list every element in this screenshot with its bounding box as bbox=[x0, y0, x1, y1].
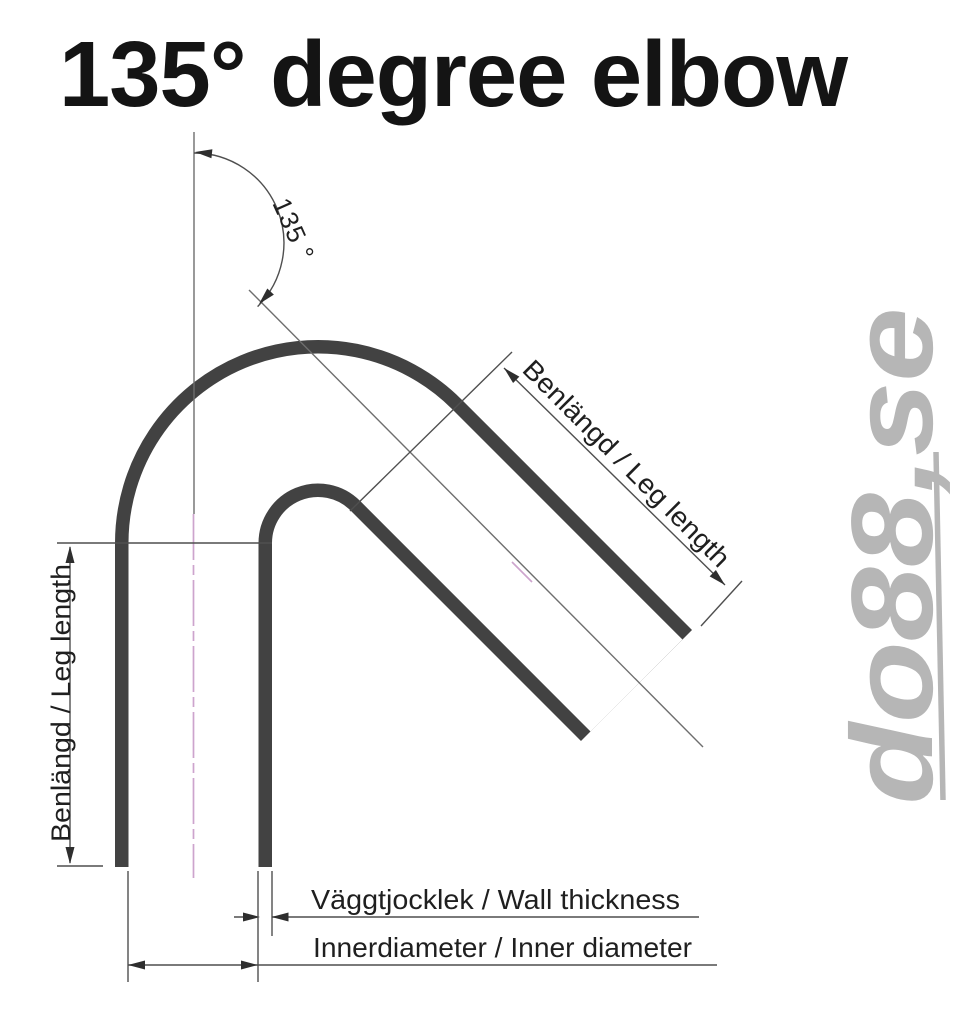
watermark-text: do88,se bbox=[827, 308, 957, 805]
wall-thickness-label: Väggtjocklek / Wall thickness bbox=[311, 884, 680, 915]
dimension-arrow-bottom bbox=[65, 847, 75, 864]
dimension-arrow-right bbox=[241, 960, 258, 970]
angle-label: 135 ° bbox=[267, 193, 321, 266]
dimension-arrow-right bbox=[271, 912, 289, 922]
watermark-logo: do88,se bbox=[827, 308, 957, 805]
angle-dimension: 135 ° bbox=[193, 149, 321, 308]
wall-thickness-dimension: Väggtjocklek / Wall thickness bbox=[234, 871, 699, 936]
inner-diameter-dimension: Innerdiameter / Inner diameter bbox=[127, 871, 717, 982]
watermark-underline bbox=[933, 451, 946, 801]
dimension-arrow-bottom bbox=[709, 569, 725, 585]
inner-diameter-label: Innerdiameter / Inner diameter bbox=[313, 932, 692, 963]
leg-length-dimension-left: Benlängd / Leg length bbox=[46, 546, 103, 867]
dimension-arrow-left bbox=[128, 960, 145, 970]
extension-line-top bbox=[349, 351, 513, 512]
dimension-arrow-top bbox=[504, 368, 520, 384]
angle-arc-arrow-top bbox=[195, 149, 213, 159]
diagonal-centerline-magenta-dash bbox=[511, 561, 533, 583]
page-title: 135° degree elbow bbox=[59, 22, 849, 126]
angle-arc-arrow-bottom bbox=[259, 288, 274, 304]
dimension-arrow-left bbox=[243, 912, 260, 922]
leg-length-left-label: Benlängd / Leg length bbox=[46, 564, 76, 842]
angle-arc bbox=[193, 152, 285, 308]
tube-bore bbox=[128, 353, 683, 867]
extension-line-bottom bbox=[700, 580, 743, 627]
dimension-arrow-top bbox=[65, 546, 75, 563]
dimension-line bbox=[503, 367, 726, 586]
diagonal-leg-centerline bbox=[248, 289, 704, 748]
